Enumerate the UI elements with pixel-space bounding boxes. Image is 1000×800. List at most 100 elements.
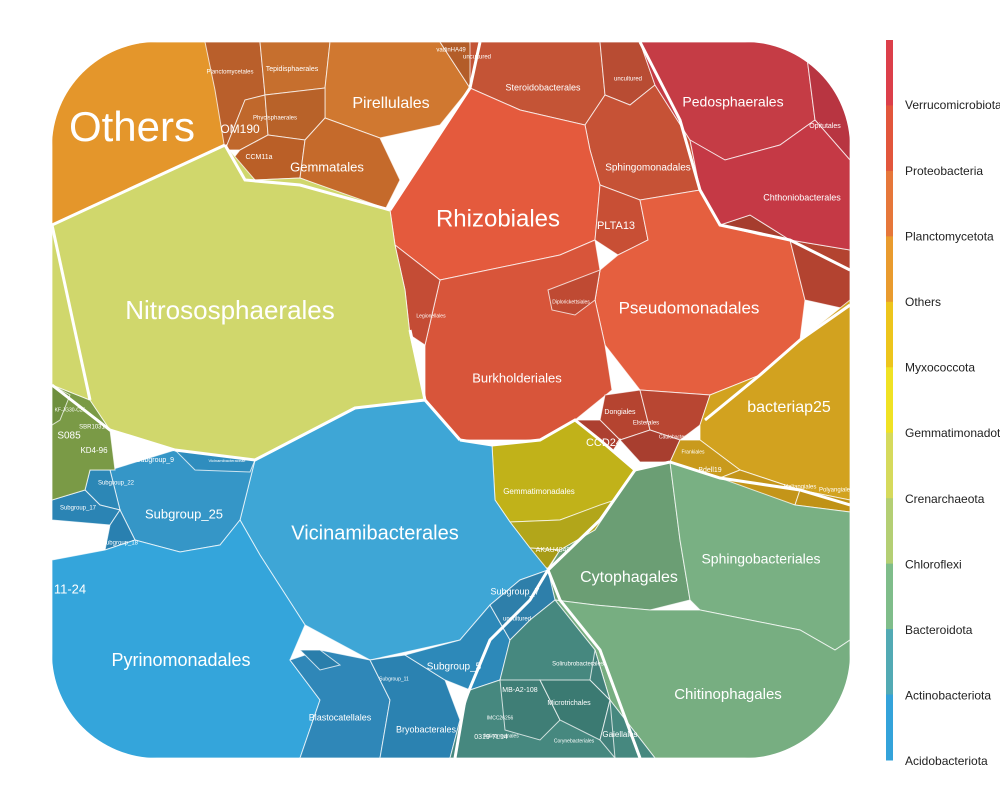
cell-label: OM190	[220, 122, 260, 136]
phylum-boundary	[638, 42, 850, 272]
cell-label: Polyangiales	[819, 488, 853, 494]
phylum-boundary	[546, 469, 637, 572]
legend-entry-label: Gemmatimonadota	[905, 426, 1000, 440]
cell-label: 11-24	[54, 581, 86, 596]
cell-label: Opitutales	[809, 123, 841, 130]
legend-entry-label: Proteobacteria	[905, 164, 983, 178]
legend-entry-label: Bacteroidota	[905, 623, 973, 637]
cell-label: Cytophagales	[580, 569, 678, 586]
cell-label: KD4-96	[80, 446, 108, 455]
cell-label: SBR1031	[79, 425, 105, 431]
voronoi-cell	[639, 389, 711, 441]
cell-label: Corynebacteriales	[554, 738, 595, 744]
cell-label: Blastocatellales	[309, 712, 372, 722]
cell-label: Solirubrobacterales	[552, 662, 604, 668]
voronoi-cell	[547, 269, 601, 316]
phylum-boundary	[453, 569, 550, 758]
cell-label: Subgroup_7	[490, 586, 539, 596]
voronoi-cell	[589, 649, 616, 758]
legend-entry-label: Chloroflexi	[905, 557, 962, 571]
cell-label: Frankiales	[681, 449, 705, 455]
phylum-boundary	[174, 398, 426, 462]
legend-entry-label: Myxococcota	[905, 361, 975, 375]
cell-label: Others	[69, 103, 195, 150]
cell-label: Vicinamibacteraceae	[208, 458, 246, 463]
cell-label: Subgroup_5	[427, 662, 482, 673]
cell-label: Subgroup_11	[379, 676, 409, 682]
cell-label: Nitrososphaerales	[125, 295, 335, 325]
phylum-boundary	[704, 303, 850, 422]
cell-label: PAUC26f	[56, 543, 93, 553]
legend-color-swatch	[886, 105, 893, 172]
cell-label: Caulobacterales	[659, 434, 696, 440]
cell-label: Legionellales	[416, 313, 446, 319]
legend-entry-label: Verrucomicrobiota	[905, 98, 1000, 112]
cell-label: IMCC26256	[487, 715, 514, 721]
legend: Verrucomicrobiota Proteobacteria Planctomy…	[886, 40, 1000, 768]
cell-label: Pyrinomonadales	[111, 650, 250, 670]
cell-label: S085	[57, 431, 81, 442]
cell-label: vadinHA49	[436, 48, 466, 54]
cell-label: MB-A2-108	[502, 687, 538, 694]
legend-color-swatch	[886, 629, 893, 696]
legend-entry-label: Acidobacteriota	[905, 754, 988, 768]
cell-label: Actinomarinales	[483, 733, 519, 739]
phylum-boundary	[223, 144, 391, 212]
cell-label: KF-JG30-C25	[55, 407, 86, 413]
phylum-boundary	[52, 143, 226, 227]
legend-color-swatch	[886, 170, 893, 237]
phylum-boundary	[388, 42, 482, 211]
cell-label: Phycisphaerales	[253, 116, 297, 122]
cell-label: Tepidisphaerales	[266, 66, 319, 73]
cell-label: uncultured	[463, 55, 491, 61]
cell-label: Pseudomonadales	[619, 298, 760, 317]
phylum-boundary	[52, 224, 92, 401]
cell-label: Pedosphaerales	[682, 94, 783, 110]
legend-color-swatch	[886, 367, 893, 434]
cell-label: Subgroup_9	[136, 457, 174, 464]
cell-label: Subgroup_25	[145, 506, 223, 521]
voronoi-cell	[499, 679, 561, 741]
legend-color-swatch	[886, 563, 893, 630]
cell-label: Gaiellales	[602, 730, 637, 739]
cell-label: CCM11a	[245, 154, 272, 161]
cell-label: CCD24	[586, 437, 622, 449]
cell-label: Subgroup_17	[60, 506, 97, 512]
cell-label: Pirellulales	[352, 95, 429, 112]
cell-label: Subgroup_22	[98, 481, 135, 487]
legend-entry-label: Crenarchaeota	[905, 492, 985, 506]
cell-label: Subgroup_18	[102, 541, 139, 547]
cell-label: Vicinamibacterales	[291, 522, 459, 544]
cell-label: Sphingomonadales	[605, 163, 691, 174]
cell-label: Sphingobacteriales	[701, 551, 820, 567]
cell-label: Diplorickettsiales	[552, 299, 590, 305]
cell-label: uncultured	[614, 77, 642, 83]
legend-entry-label: Others	[905, 295, 941, 309]
voronoi-cell	[52, 519, 321, 758]
legend-entry-label: Actinobacteriota	[905, 689, 991, 703]
cell-label: AKAU4049	[536, 547, 571, 554]
legend-color-swatch	[886, 236, 893, 303]
legend-color-swatch	[886, 40, 893, 106]
legend-color-swatch	[886, 694, 893, 761]
cell-label: Planctomycetales	[206, 70, 253, 76]
cell-label: Gemmatimonadales	[503, 487, 575, 496]
legend-color-swatch	[886, 432, 893, 499]
cell-label: Elsterales	[633, 421, 659, 427]
cell-label: Gemmatales	[290, 159, 364, 174]
cell-label: Chitinophagales	[674, 686, 782, 703]
cell-label: Rhizobiales	[436, 205, 560, 232]
cell-label: Haliangiales	[784, 485, 817, 491]
cell-label: Microtrichales	[547, 700, 591, 707]
cell-label: bacteriap25	[747, 399, 831, 416]
cell-label: Dongiales	[604, 409, 636, 416]
cell-label: Burkholderiales	[472, 370, 562, 385]
cell-label: 0319-7L14	[474, 734, 508, 741]
voronoi-cell	[298, 649, 342, 671]
legend-color-swatch	[886, 498, 893, 565]
cell-label: Bryobacterales	[396, 724, 457, 734]
phylum-boundary	[52, 383, 176, 452]
cell-label: Steroidobacterales	[505, 82, 581, 92]
cell-label: Bdell19	[698, 467, 721, 474]
